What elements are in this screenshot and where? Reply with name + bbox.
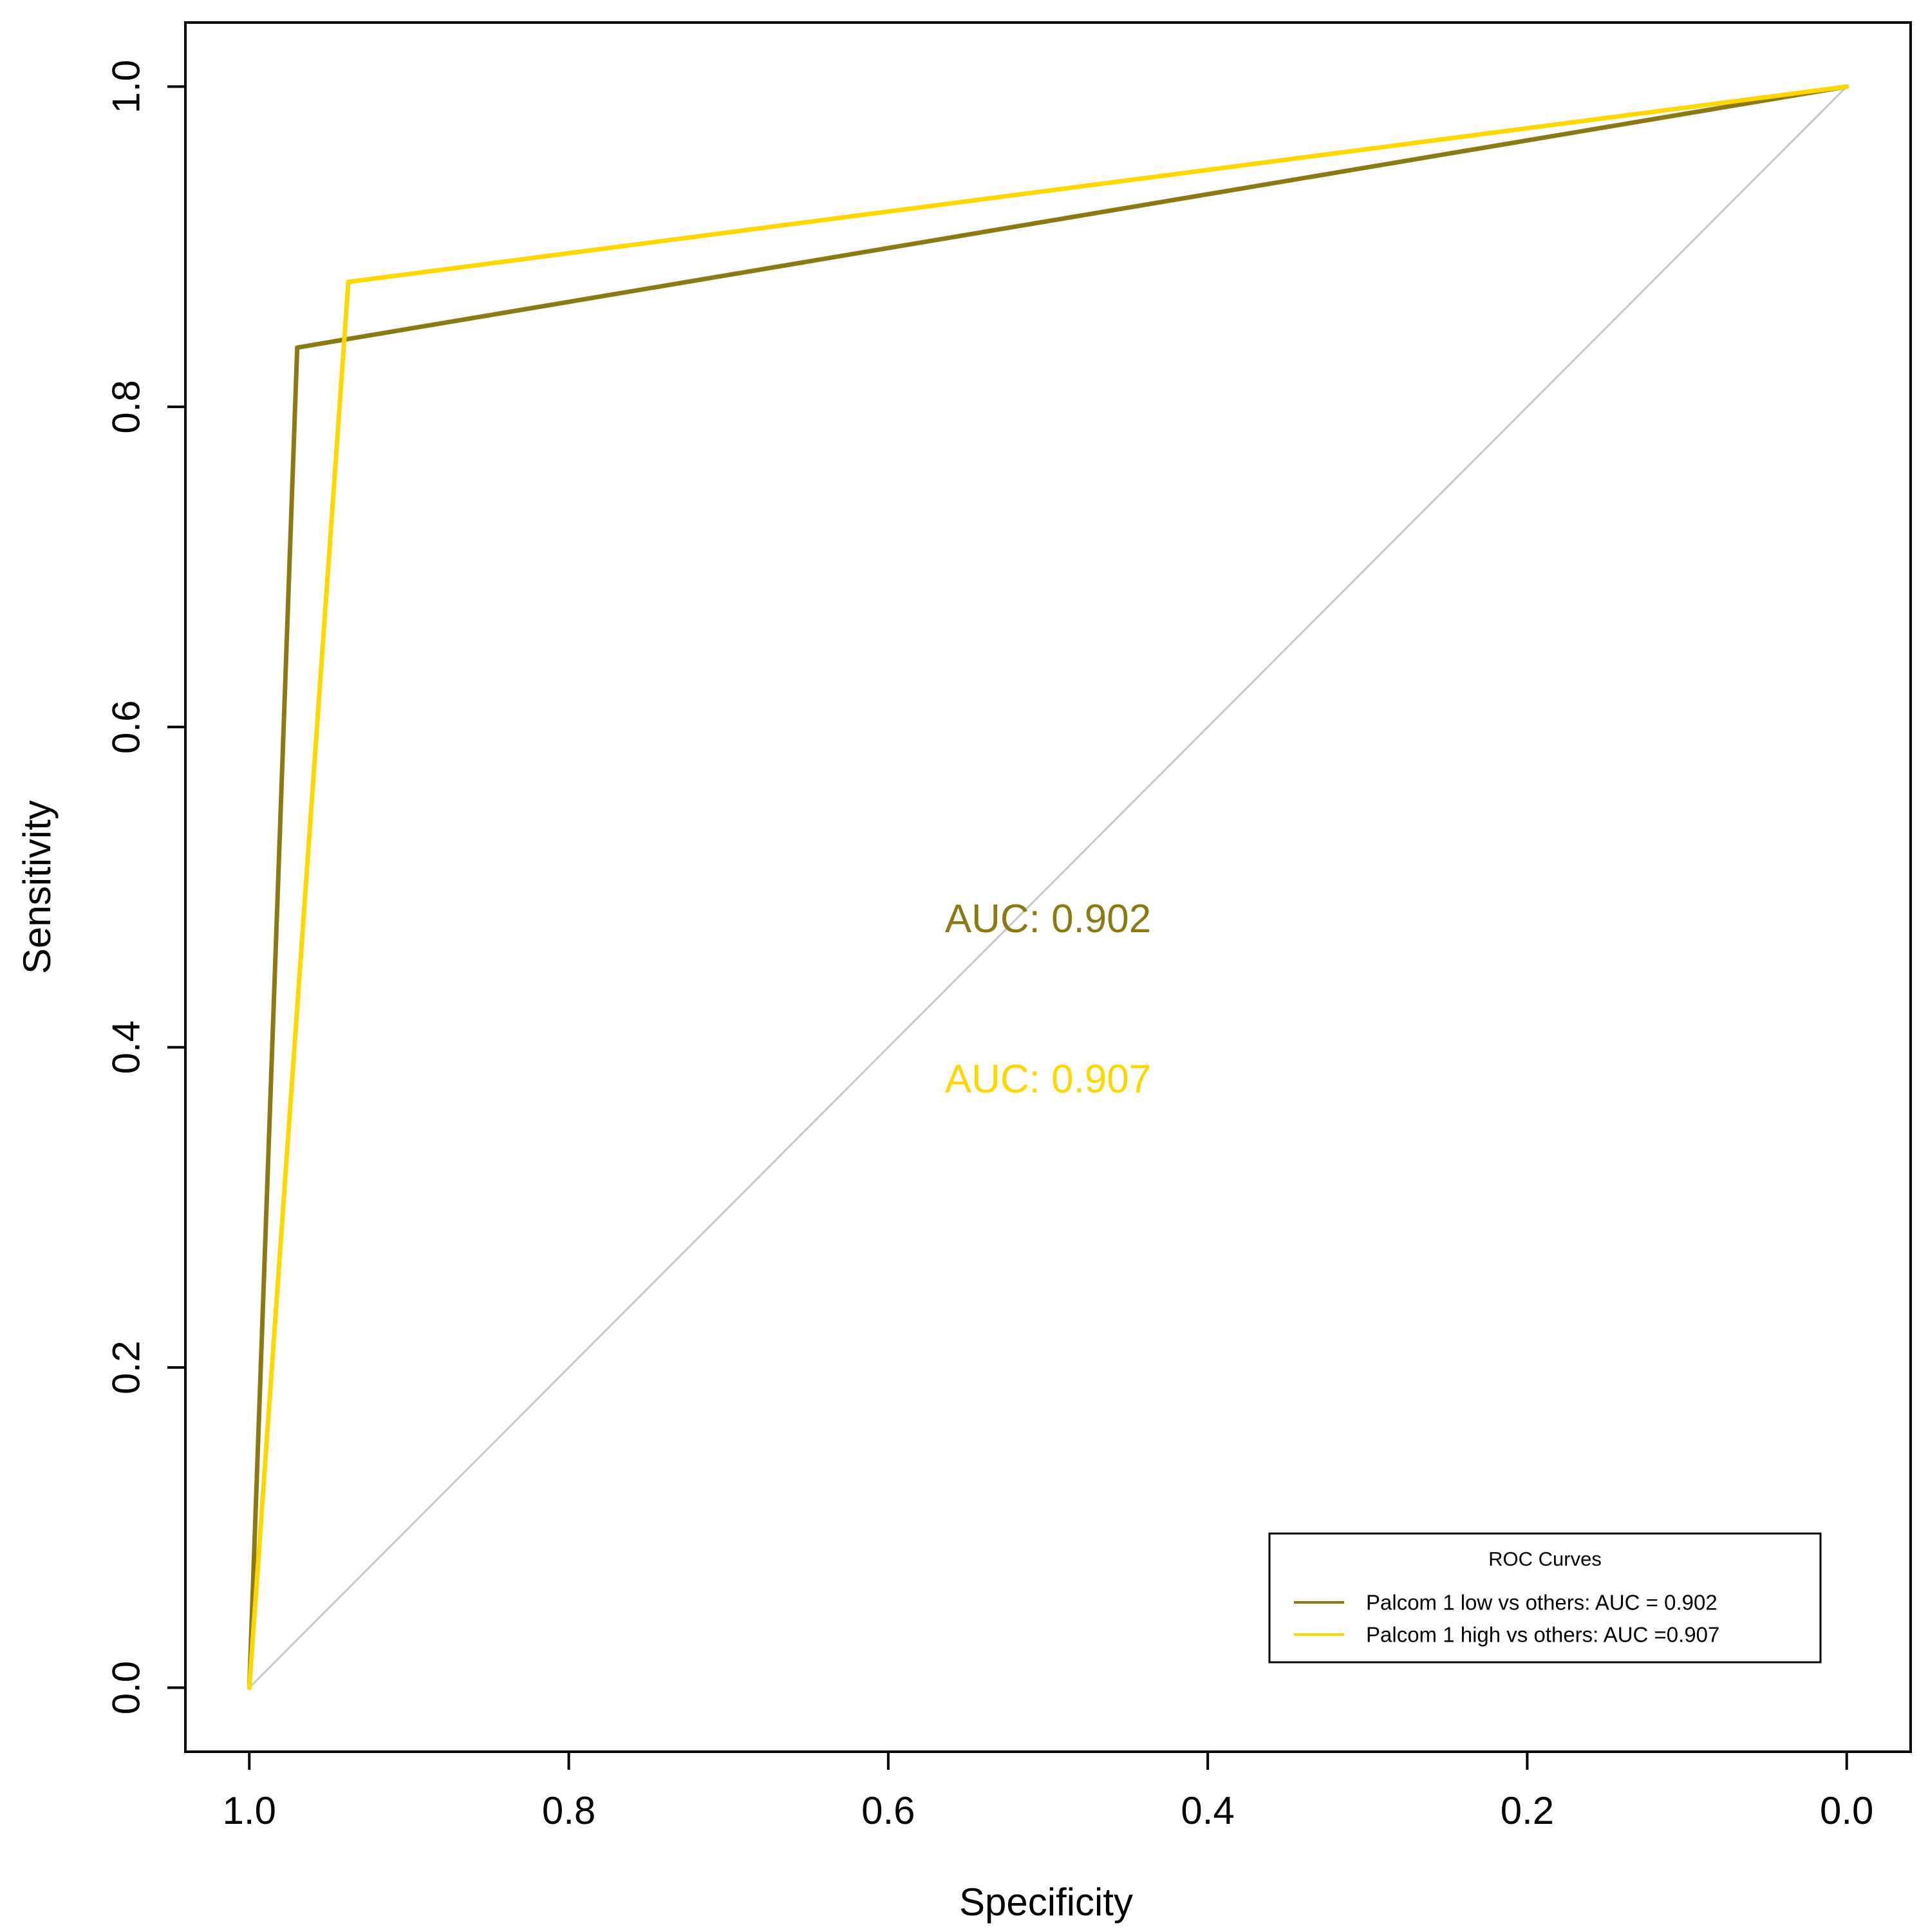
y-tick-label: 1.0 [105, 60, 148, 113]
legend-title: ROC Curves [1488, 1548, 1602, 1570]
y-axis: 0.0 0.2 0.4 0.6 0.8 1.0 [105, 60, 185, 1714]
y-tick-label: 0.6 [105, 700, 148, 754]
y-tick-label: 0.2 [105, 1340, 148, 1394]
y-tick-label: 0.8 [105, 380, 148, 433]
reference-diagonal [248, 86, 1848, 1689]
auc-annotation-2: AUC: 0.907 [945, 1057, 1152, 1102]
x-tick-label: 0.0 [1820, 1789, 1873, 1832]
roc-curve-series-2 [247, 84, 1849, 1690]
series-layer [247, 84, 1849, 1690]
x-tick-label: 1.0 [223, 1789, 276, 1832]
legend-label-1: Palcom 1 low vs others: AUC = 0.902 [1366, 1591, 1717, 1615]
plot-frame [184, 21, 1912, 1753]
x-axis: 1.0 0.8 0.6 0.4 0.2 0.0 [223, 1752, 1873, 1832]
x-tick-label: 0.8 [542, 1789, 595, 1832]
x-tick-label: 0.6 [861, 1789, 915, 1832]
x-tick-label: 0.4 [1181, 1789, 1234, 1832]
y-tick-label: 0.0 [105, 1661, 148, 1714]
annotation-layer: AUC: 0.902 AUC: 0.907 [945, 897, 1152, 1102]
reference-line-layer [248, 86, 1848, 1689]
legend-box [1268, 1532, 1822, 1664]
y-tick-label: 0.4 [105, 1020, 148, 1074]
roc-curve-series-1 [247, 84, 1849, 1690]
legend-label-2: Palcom 1 high vs others: AUC =0.907 [1366, 1623, 1719, 1647]
x-axis-title: Specificity [959, 1880, 1133, 1924]
auc-annotation-1: AUC: 0.902 [945, 897, 1152, 941]
x-tick-label: 0.2 [1501, 1789, 1554, 1832]
legend: ROC Curves Palcom 1 low vs others: AUC =… [1268, 1532, 1822, 1664]
y-axis-title: Sensitivity [15, 800, 59, 974]
